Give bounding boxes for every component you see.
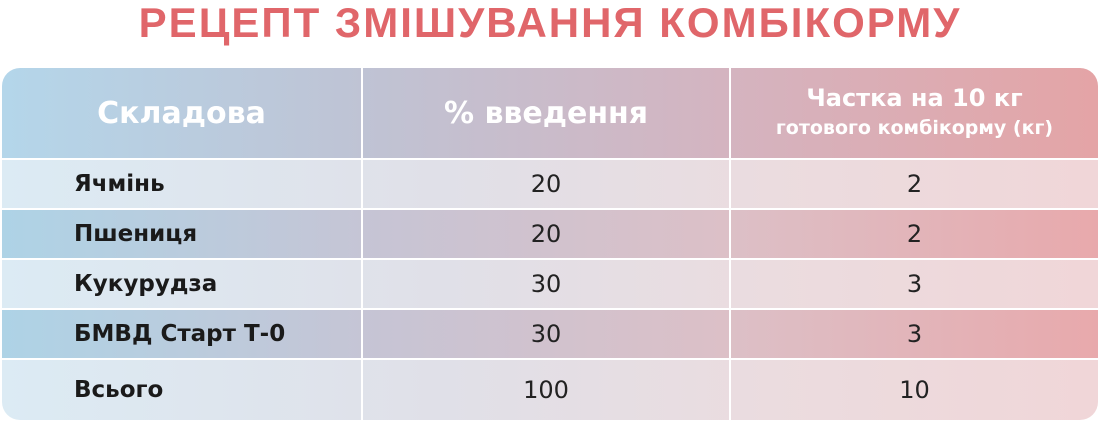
page-title: РЕЦЕПТ ЗМІШУВАННЯ КОМБІКОРМУ <box>138 0 962 46</box>
table-header: Складова % введення Частка на 10 кг гото… <box>2 68 1098 158</box>
percent-value: 20 <box>363 160 731 208</box>
ingredient-name: БМВД Старт Т-0 <box>2 310 363 358</box>
table-row-total: Всього 100 10 <box>2 360 1098 420</box>
percent-value: 100 <box>363 360 731 420</box>
header-share-line1: Частка на 10 кг <box>806 84 1023 112</box>
table-row: Кукурудза 30 3 <box>2 260 1098 308</box>
header-share-line2: готового комбікорму (кг) <box>775 117 1054 139</box>
header-ingredient: Складова <box>2 68 363 158</box>
ingredient-name: Пшениця <box>2 210 363 258</box>
kg-value: 2 <box>906 220 923 248</box>
header-share: Частка на 10 кг готового комбікорму (кг) <box>731 68 1098 158</box>
percent-value: 30 <box>363 310 731 358</box>
kg-value: 10 <box>899 376 930 404</box>
table-row: Ячмінь 20 2 <box>2 160 1098 208</box>
table-row: БМВД Старт Т-0 30 3 <box>2 310 1098 358</box>
ingredient-name: Ячмінь <box>2 160 363 208</box>
ingredient-name: Кукурудза <box>2 260 363 308</box>
ingredient-name: Всього <box>2 360 363 420</box>
kg-value: 3 <box>906 320 923 348</box>
kg-value: 2 <box>906 170 923 198</box>
header-percent: % введення <box>363 68 731 158</box>
table-row: Пшениця 20 2 <box>2 210 1098 258</box>
percent-value: 20 <box>363 210 731 258</box>
kg-value: 3 <box>906 270 923 298</box>
percent-value: 30 <box>363 260 731 308</box>
recipe-table: Складова % введення Частка на 10 кг гото… <box>2 68 1098 420</box>
